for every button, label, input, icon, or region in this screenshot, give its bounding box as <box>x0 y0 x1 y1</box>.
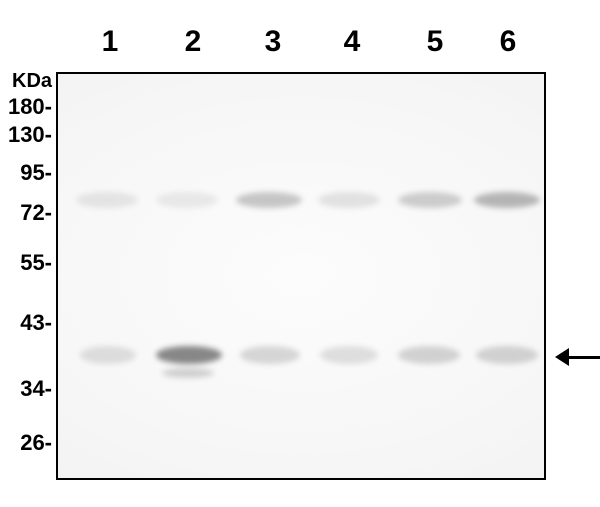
mw-label: 130- <box>8 122 52 148</box>
arrow-shaft <box>569 356 600 359</box>
mw-label: 43- <box>20 310 52 336</box>
mw-label: 34- <box>20 376 52 402</box>
mw-label: 26- <box>20 430 52 456</box>
band <box>474 192 540 208</box>
lane-label: 4 <box>342 25 362 59</box>
mw-label: 180- <box>8 94 52 120</box>
band <box>76 192 138 208</box>
mw-label: 95- <box>20 160 52 186</box>
band <box>156 192 218 208</box>
band <box>398 192 462 208</box>
band <box>156 346 222 364</box>
mw-label: 55- <box>20 250 52 276</box>
blot-frame <box>56 72 546 480</box>
arrow-head-icon <box>552 348 569 366</box>
lane-label: 3 <box>263 25 283 59</box>
band <box>162 368 214 378</box>
target-arrow <box>552 348 600 366</box>
band <box>398 346 460 364</box>
band <box>240 346 300 364</box>
mw-label: 72- <box>20 200 52 226</box>
blot-membrane <box>58 74 544 478</box>
lane-label: 6 <box>498 25 518 59</box>
band <box>236 192 302 208</box>
band <box>318 192 380 208</box>
band <box>476 346 538 364</box>
lane-label: 1 <box>100 25 120 59</box>
western-blot-figure: KDa 180-130- 95- 72- 55- 43- 34- 26- 1 2 3 4 5 6 <box>0 0 600 507</box>
band <box>320 346 378 364</box>
band <box>80 346 136 364</box>
lane-label: 2 <box>183 25 203 59</box>
unit-label-kda: KDa <box>12 70 52 93</box>
lane-label: 5 <box>425 25 445 59</box>
